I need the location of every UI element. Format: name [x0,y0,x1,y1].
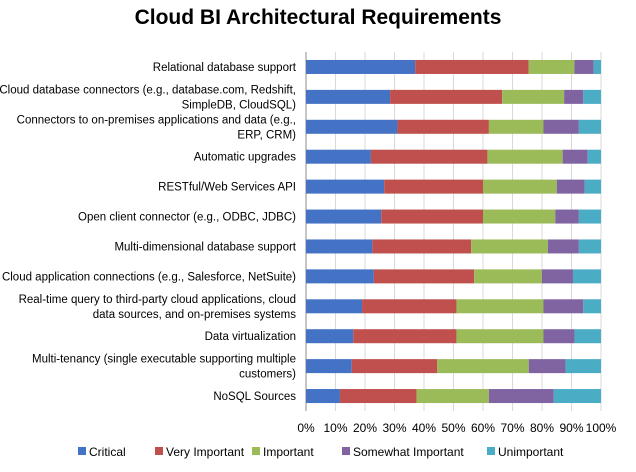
bar-segment [397,119,489,134]
legend-swatch [342,447,350,455]
bar-segment [306,119,398,134]
bar-segment [574,59,594,74]
bar-segment [578,119,601,134]
chart-title: Cloud BI Architectural Requirements [134,6,502,29]
bar-segment [483,179,557,194]
x-tick-label: 70% [500,421,524,435]
category-label: Cloud database connectors (e.g., databas… [0,84,296,96]
category-label: data sources, and on-premises systems [93,309,297,321]
x-tick-label: 10% [323,421,347,435]
bar-segment [306,149,371,164]
category-label: Connectors to on-premises applications a… [17,114,296,126]
x-tick-label: 0% [297,421,315,435]
category-label: RESTful/Web Services API [158,182,296,194]
bar-segment [543,329,575,344]
bar-segment [587,149,601,164]
bar-segment [583,89,601,104]
legend-label: Very Important [166,445,245,459]
x-tick-label: 40% [412,421,436,435]
bar-segment [381,209,483,224]
category-label: Open client connector (e.g., ODBC, JDBC) [78,212,296,224]
category-label: customers) [239,369,296,381]
legend-label: Important [263,445,314,459]
legend-swatch [252,447,260,455]
x-tick-label: 60% [471,421,495,435]
category-label: Automatic upgrades [194,152,297,164]
legend-label: Somewhat Important [353,445,464,459]
bar-segment [306,359,352,374]
bar-segment [471,239,548,254]
category-label: Relational database support [153,62,297,74]
bar-segment [487,149,563,164]
legend-label: Critical [89,445,126,459]
bar-segment [556,179,585,194]
bar-segment [547,239,579,254]
bar-segment [574,329,601,344]
bar-segment [306,209,382,224]
bar-segment [555,209,579,224]
legend-swatch [155,447,163,455]
category-label: Data virtualization [205,331,296,343]
bar-segment [437,359,529,374]
bar-segment [528,59,575,74]
bar-segment [306,89,391,104]
category-label: ERP, CRM) [237,129,296,141]
bar-segment [488,119,544,134]
bar-segment [306,329,354,344]
bar-segment [456,329,544,344]
bar-segment [543,119,579,134]
bar-segment [372,239,472,254]
bar-segment [351,359,438,374]
bar-segment [390,89,503,104]
category-label: Cloud application connections (e.g., Sal… [2,271,296,283]
bar-segment [543,299,584,314]
bar-segment [384,179,483,194]
bar-segment [593,59,601,74]
bar-segment [483,209,556,224]
bar-segment [306,59,416,74]
bar-segment [353,329,457,344]
legend-swatch [487,447,495,455]
category-label: SimpleDB, CloudSQL) [182,99,297,111]
bar-segment [370,149,488,164]
bar-segment [578,209,601,224]
bar-segment [572,269,601,284]
legend-label: Unimportant [498,445,564,459]
bar-segment [584,179,601,194]
bar-segment [415,59,529,74]
bar-segment [362,299,457,314]
category-label: NoSQL Sources [213,391,296,403]
bar-segment [564,89,584,104]
bar-segment [474,269,542,284]
bar-segment [502,89,565,104]
bar-segment [306,239,373,254]
legend-swatch [78,447,86,455]
x-tick-label: 90% [559,421,583,435]
x-tick-label: 100% [586,421,617,435]
category-label: Multi-dimensional database support [114,241,296,253]
bar-segment [306,179,385,194]
category-label: Multi-tenancy (single executable support… [32,354,296,366]
bar-segment [553,389,601,404]
x-tick-label: 30% [382,421,406,435]
bar-segment [565,359,601,374]
bar-segment [306,389,340,404]
bar-segment [542,269,573,284]
bar-segment [583,299,601,314]
x-tick-label: 50% [441,421,465,435]
bar-segment [528,359,566,374]
x-tick-label: 80% [530,421,554,435]
bar-segment [562,149,588,164]
bar-segment [339,389,417,404]
x-tick-label: 20% [353,421,377,435]
bar-segment [578,239,601,254]
bar-segment [416,389,489,404]
bar-segment [306,299,363,314]
category-label: Real-time query to third-party cloud app… [19,294,296,306]
bar-segment [373,269,475,284]
bar-segment [488,389,554,404]
bar-segment [456,299,544,314]
bar-segment [306,269,374,284]
